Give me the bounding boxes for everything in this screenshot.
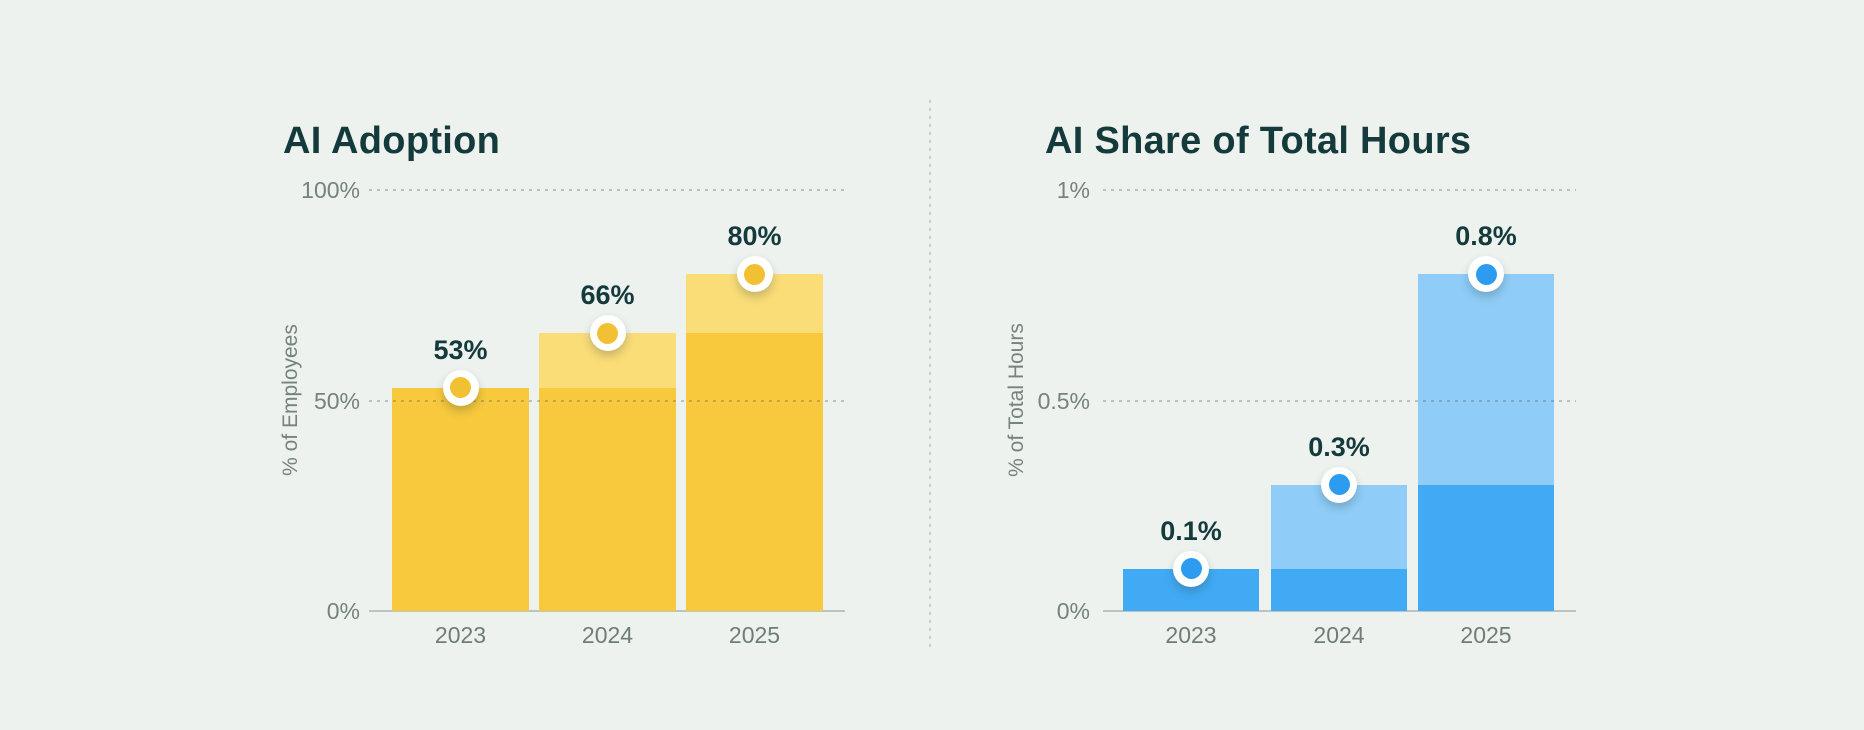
x-axis-line [1103,610,1576,612]
x-tick-label: 2023 [434,622,487,648]
x-axis-line [369,610,845,612]
data-point-marker [589,315,626,352]
value-label: 0.1% [1160,515,1222,546]
data-point-dot [744,263,765,285]
chart-title-ai-share-of-total-hours: AI Share of Total Hours [1045,119,1472,162]
y-tick-label: 1% [1056,177,1090,203]
value-label: 0.8% [1455,221,1517,252]
x-tick-label: 2024 [581,622,634,648]
x-tick-label: 2024 [1313,622,1365,648]
value-label: 0.3% [1308,431,1370,462]
bar-segment-base [1271,568,1407,611]
gridline-1% [1103,189,1576,191]
gridline-100% [369,189,845,191]
data-point-dot [597,322,618,344]
x-tick-label: 2025 [1460,622,1512,648]
charts-divider [929,100,931,648]
data-point-marker [1468,256,1504,293]
y-tick-label: 0.5% [1037,387,1090,414]
x-tick-label: 2025 [728,622,781,648]
gridline-0.5% [1103,399,1576,402]
x-tick-label: 2023 [1165,622,1217,648]
data-point-dot [450,377,471,399]
gridline-50% [369,399,845,402]
value-label: 66% [580,280,635,311]
bar-segment-base [539,387,676,611]
bar-segment-base [686,333,823,611]
bar-segment-growth [1418,274,1554,485]
y-tick-label: 50% [313,387,360,414]
data-point-marker [442,369,479,406]
data-point-marker [1321,466,1357,503]
y-tick-label: 0% [326,598,360,624]
data-point-dot [1475,263,1497,285]
data-point-dot [1328,474,1350,496]
data-point-marker [1173,550,1209,587]
bar-segment-base [1418,484,1554,611]
y-tick-label: 0% [1056,598,1090,624]
chart-title-ai-adoption: AI Adoption [283,119,501,162]
data-point-dot [1180,558,1202,580]
data-point-marker [736,256,773,293]
value-label: 53% [433,334,488,365]
y-tick-label: 100% [301,177,360,203]
value-label: 80% [727,221,782,252]
bar-segment-base [392,387,529,611]
